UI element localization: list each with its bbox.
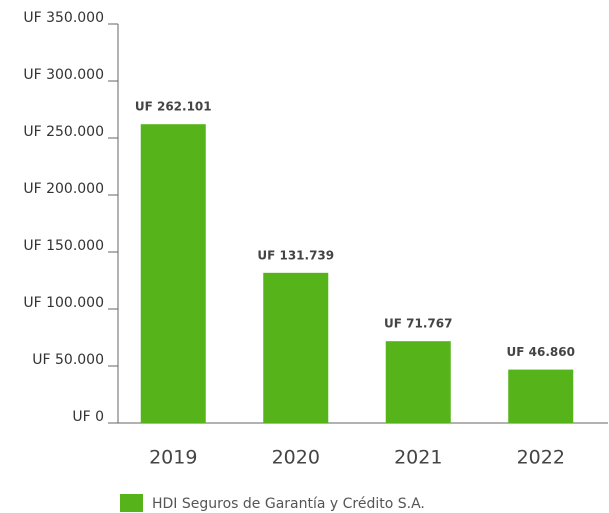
- bar: [263, 272, 329, 423]
- bar: [385, 341, 451, 423]
- y-tick-label: UF 300.000: [23, 67, 104, 83]
- value-label: UF 71.767: [384, 317, 452, 331]
- y-tick-label: UF 250.000: [23, 124, 104, 140]
- value-label: UF 46.860: [507, 345, 575, 359]
- x-tick-label: 2019: [149, 447, 197, 469]
- value-label: UF 262.101: [135, 100, 212, 114]
- y-tick-label: UF 50.000: [32, 352, 104, 368]
- value-label: UF 131.739: [257, 248, 334, 262]
- y-tick-label: UF 150.000: [23, 238, 104, 254]
- y-tick-label: UF 100.000: [23, 295, 104, 311]
- y-tick-label: UF 200.000: [23, 181, 104, 197]
- x-tick-label: 2021: [394, 447, 442, 469]
- y-tick-label: UF 350.000: [23, 10, 104, 26]
- legend-label: HDI Seguros de Garantía y Crédito S.A.: [152, 496, 425, 512]
- legend-swatch: [120, 494, 143, 512]
- y-tick-label: UF 0: [72, 409, 104, 425]
- x-tick-label: 2022: [517, 447, 565, 469]
- bar: [140, 124, 206, 423]
- bar: [508, 369, 574, 423]
- x-tick-label: 2020: [272, 447, 320, 469]
